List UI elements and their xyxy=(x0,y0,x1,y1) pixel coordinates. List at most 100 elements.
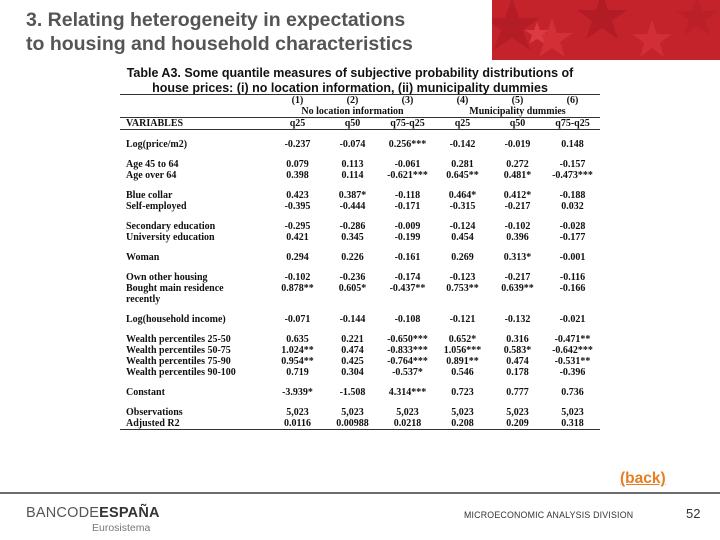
coefficient-cell: 1.056*** xyxy=(443,345,482,356)
coefficient-cell: 0.316 xyxy=(506,334,529,345)
slide-title-line1: 3. Relating heterogeneity in expectation… xyxy=(26,9,406,31)
coefficient-cell: 0.645** xyxy=(446,170,479,181)
coefficient-cell: 5,023 xyxy=(506,407,529,418)
row-label: Age 45 to 64 xyxy=(126,159,179,170)
coefficient-cell: 0.464* xyxy=(448,190,477,201)
coefficient-cell: 0.474 xyxy=(506,356,529,367)
row-label: Wealth percentiles 50-75 xyxy=(126,345,231,356)
coefficient-cell: 0.777 xyxy=(506,387,529,398)
footer-divider xyxy=(0,492,720,494)
table-row: Bought main residence 0.878** 0.605* -0.437… xyxy=(120,283,600,294)
table-row: Constant -3.939* -1.508 4.314*** 0.723 0.777 0… xyxy=(120,387,600,398)
coefficient-cell: -0.161 xyxy=(394,252,421,263)
row-label: Wealth percentiles 75-90 xyxy=(126,356,231,367)
coefficient-cell: 5,023 xyxy=(561,407,584,418)
row-label: Observations xyxy=(126,407,183,418)
col-number: (6) xyxy=(545,94,600,106)
coefficient-cell: -0.142 xyxy=(449,139,476,150)
group-label-no-location: No location information xyxy=(301,106,404,117)
coefficient-cell: -0.102 xyxy=(284,272,311,283)
coefficient-cell: -0.395 xyxy=(284,201,311,212)
coefficient-cell: 0.652* xyxy=(448,334,477,345)
coefficient-cell: -0.102 xyxy=(504,221,531,232)
coefficient-cell: -0.144 xyxy=(339,314,366,325)
coefficient-cell: -0.116 xyxy=(559,272,586,283)
row-label: Log(price/m2) xyxy=(126,139,188,150)
coefficient-cell: 0.753** xyxy=(446,283,479,294)
col-label: q25 xyxy=(435,117,490,130)
row-label: University education xyxy=(126,232,215,243)
eurosystem-label: Eurosistema xyxy=(92,522,151,534)
coefficient-cell: -0.009 xyxy=(394,221,421,232)
row-label: Secondary education xyxy=(126,221,216,232)
column-number-row: (1) (2) (3) (4) (5) (6) xyxy=(120,94,600,106)
coefficient-cell: 0.474 xyxy=(341,345,364,356)
coefficient-cell: 0.878** xyxy=(281,283,314,294)
row-label: Log(household income) xyxy=(126,314,226,325)
slide-title: 3. Relating heterogeneity in expectation… xyxy=(26,8,486,56)
slide-title-line2: to housing and household characteristics xyxy=(26,33,413,55)
table-row: Wealth percentiles 50-75 1.024** 0.474 -0.8… xyxy=(120,345,600,356)
coefficient-cell: 0.639** xyxy=(501,283,534,294)
coefficient-cell: -0.166 xyxy=(559,283,586,294)
coefficient-cell: 0.00988 xyxy=(325,418,380,430)
coefficient-cell: -0.118 xyxy=(394,190,421,201)
logo-text-part2: ESPAÑA xyxy=(99,505,160,521)
coefficient-cell: 0.209 xyxy=(490,418,545,430)
coefficient-cell: 1.024** xyxy=(281,345,314,356)
row-label: Own other housing xyxy=(126,272,208,283)
column-header-row: VARIABLES q25 q50 q75-q25 q25 q50 q75-q2… xyxy=(120,117,600,130)
coefficient-cell: 5,023 xyxy=(341,407,364,418)
coefficient-cell: 0.079 xyxy=(286,159,309,170)
coefficient-cell: 0.736 xyxy=(561,387,584,398)
col-number: (2) xyxy=(325,94,380,106)
row-label: Wealth percentiles 90-100 xyxy=(126,367,236,378)
row-label: Adjusted R2 xyxy=(120,418,270,430)
division-label: MICROECONOMIC ANALYSIS DIVISION xyxy=(464,510,634,520)
coefficient-cell: -0.650*** xyxy=(387,334,428,345)
group-label-municipality: Municipality dummies xyxy=(469,106,566,117)
coefficient-cell: -0.188 xyxy=(559,190,586,201)
slide-title-block: 3. Relating heterogeneity in expectation… xyxy=(0,0,490,62)
back-link[interactable]: (back) xyxy=(620,470,666,487)
table-row: Log(price/m2) -0.237 -0.074 0.256*** -0.142 -… xyxy=(120,139,600,150)
coefficient-cell xyxy=(545,294,600,305)
coefficient-cell: 0.313* xyxy=(503,252,532,263)
coefficient-cell: 0.208 xyxy=(435,418,490,430)
row-label: Constant xyxy=(126,387,165,398)
coefficient-cell: 0.546 xyxy=(451,367,474,378)
coefficient-cell: 0.345 xyxy=(341,232,364,243)
coefficient-cell: 0.318 xyxy=(545,418,600,430)
coefficient-cell: -0.217 xyxy=(504,272,531,283)
table-row: University education 0.421 0.345 -0.199 0.45… xyxy=(120,232,600,243)
coefficient-cell: -0.174 xyxy=(394,272,421,283)
coefficient-cell: -0.286 xyxy=(339,221,366,232)
coefficient-cell: 0.412* xyxy=(503,190,532,201)
banco-de-espana-logo: BANCODEESPAÑA xyxy=(26,505,160,521)
coefficient-cell: -0.199 xyxy=(394,232,421,243)
table-row: Wealth percentiles 25-50 0.635 0.221 -0.650… xyxy=(120,334,600,345)
coefficient-cell: 5,023 xyxy=(286,407,309,418)
row-label: Bought main residence xyxy=(126,283,224,294)
coefficient-cell: -0.537* xyxy=(392,367,423,378)
coefficient-cell: 0.954** xyxy=(281,356,314,367)
coefficient-cell: 0.114 xyxy=(341,170,364,181)
caption-line1: Table A3. Some quantile measures of subj… xyxy=(126,66,574,80)
regression-table: (1) (2) (3) (4) (5) (6) No location info… xyxy=(120,94,600,430)
coefficient-cell: 0.0218 xyxy=(380,418,435,430)
star-pattern-icon xyxy=(492,0,718,57)
coefficient-cell: 0.891** xyxy=(446,356,479,367)
coefficient-cell: -0.019 xyxy=(504,139,531,150)
col-number: (1) xyxy=(270,94,325,106)
coefficient-cell: 0.113 xyxy=(341,159,364,170)
coefficient-cell: -0.061 xyxy=(394,159,421,170)
col-number: (4) xyxy=(435,94,490,106)
coefficient-cell: 0.256*** xyxy=(388,139,427,150)
coefficient-cell: -0.124 xyxy=(449,221,476,232)
table-body: Log(price/m2) -0.237 -0.074 0.256*** -0.142 -… xyxy=(120,139,600,430)
coefficient-cell: -0.471** xyxy=(554,334,591,345)
col-label: q50 xyxy=(325,117,380,130)
coefficient-cell: -0.833*** xyxy=(387,345,428,356)
coefficient-cell: 0.605* xyxy=(338,283,367,294)
coefficient-cell xyxy=(325,294,380,305)
